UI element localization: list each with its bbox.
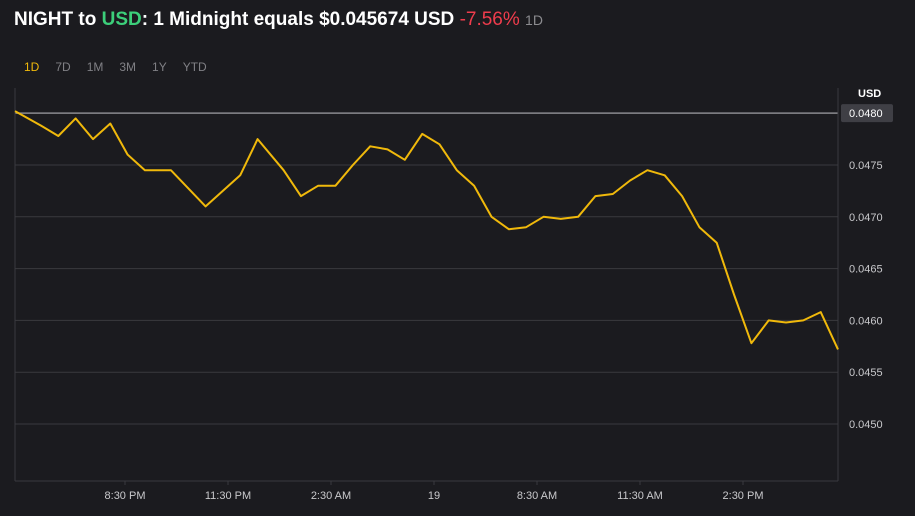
y-tick-label: 0.0465: [849, 264, 883, 276]
grid-lines: [15, 112, 838, 425]
y-tick-label: 0.0475: [849, 160, 883, 172]
tab-3m[interactable]: 3M: [119, 60, 137, 74]
tab-1m[interactable]: 1M: [86, 60, 104, 74]
change-period: 1D: [525, 12, 543, 28]
reference-label-box: [841, 104, 893, 123]
base-asset: NIGHT to: [14, 9, 102, 30]
series-layer: [14, 110, 839, 350]
rate-statement: : 1 Midnight equals $0.045674 USD: [141, 9, 460, 30]
page-title: NIGHT to USD: 1 Midnight equals $0.04567…: [14, 9, 543, 31]
timeframe-tabs: 1D 7D 1M 3M 1Y YTD: [15, 60, 215, 74]
reference-label: 0.0480: [849, 108, 883, 120]
tab-ytd[interactable]: YTD: [182, 60, 207, 74]
x-tick-label: 19: [428, 490, 440, 502]
price-line: [14, 110, 839, 350]
axes: [14, 88, 839, 485]
change-percent: -7.56%: [459, 9, 520, 30]
y-tick-label: 0.0455: [849, 367, 883, 379]
x-tick-label: 11:30 PM: [205, 490, 251, 502]
tab-1d[interactable]: 1D: [24, 60, 40, 74]
x-tick-label: 2:30 AM: [311, 490, 351, 502]
x-tick-label: 11:30 AM: [617, 490, 663, 502]
y-tick-label: 0.0470: [849, 212, 883, 224]
x-tick-label: 2:30 PM: [723, 490, 764, 502]
quote-currency[interactable]: USD: [101, 9, 142, 30]
x-tick-label: 8:30 PM: [105, 490, 146, 502]
x-tick-label: 8:30 AM: [517, 490, 557, 502]
y-axis-unit: USD: [858, 88, 882, 100]
axis-labels: 0.0450 0.0455 0.0460 0.0465 0.0470 0.0475 0.04…: [105, 104, 893, 502]
y-tick-label: 0.0460: [849, 315, 883, 327]
tab-1y[interactable]: 1Y: [152, 60, 167, 74]
tab-7d[interactable]: 7D: [55, 60, 71, 74]
y-tick-label: 0.0450: [849, 419, 883, 431]
